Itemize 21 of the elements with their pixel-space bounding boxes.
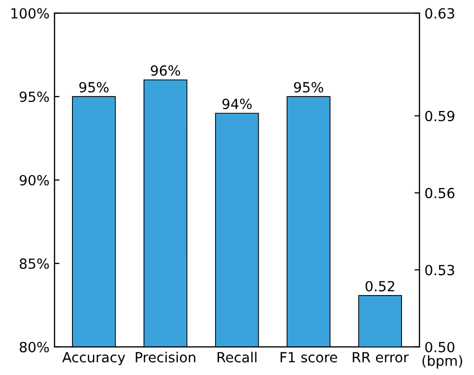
- y2-tick-label: 0.53: [425, 264, 454, 276]
- y2-tick-label: 0.59: [425, 110, 454, 122]
- y2-tick-label: 0.63: [425, 8, 454, 19]
- x-tick-label: F1 score: [280, 352, 338, 362]
- y-tick-label: 100%: [11, 8, 49, 19]
- x-tick-label: Precision: [136, 352, 196, 362]
- x-tick-label: Recall: [218, 352, 256, 362]
- x-tick-label: Accuracy: [62, 352, 126, 366]
- data-label: 95%: [79, 82, 109, 92]
- data-label: 95%: [294, 82, 324, 92]
- data-label: 94%: [222, 98, 252, 110]
- x-tick-label: RR error: [352, 352, 409, 362]
- y2-tick-label: 0.50: [425, 342, 454, 352]
- y-tick-label: 85%: [20, 258, 49, 269]
- data-label: 0.52: [366, 280, 394, 292]
- y-tick-label: 80%: [20, 342, 49, 352]
- y2-tick-label: 0.56: [425, 188, 454, 198]
- y2-axis-title: (bpm): [422, 355, 462, 369]
- data-label: 96%: [150, 65, 180, 76]
- y-tick-label: 95%: [20, 92, 49, 102]
- y-tick-label: 90%: [20, 174, 49, 186]
